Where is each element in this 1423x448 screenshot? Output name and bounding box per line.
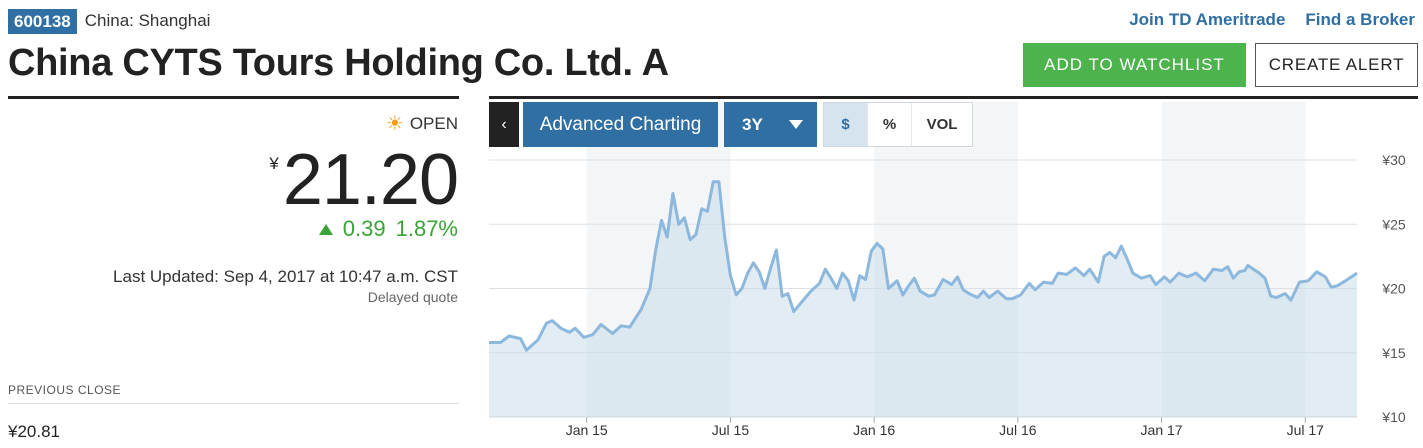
price-chart[interactable]: ¥10 ¥15 ¥20 ¥25 ¥30 Jan 15 Jul 15 Jan 16 Jul 16 J… xyxy=(489,102,1418,442)
chevron-left-icon: ‹ xyxy=(501,115,507,133)
join-td-ameritrade-link[interactable]: Join TD Ameritrade xyxy=(1129,10,1286,29)
y-tick-label: ¥25 xyxy=(1381,216,1406,232)
x-tick-label: Jul 15 xyxy=(712,422,750,438)
y-tick-label: ¥10 xyxy=(1381,409,1406,425)
market-status: ☀ OPEN xyxy=(386,114,458,134)
range-dropdown[interactable]: 3Y xyxy=(724,102,817,147)
chart-mode-toggle: $ % VOL xyxy=(823,102,973,147)
divider xyxy=(489,96,1418,99)
price-change: 0.39 1.87% xyxy=(318,216,458,242)
chevron-down-icon xyxy=(789,120,803,129)
previous-close-value: ¥20.81 xyxy=(8,422,60,441)
mode-dollar-button[interactable]: $ xyxy=(824,103,868,146)
range-value: 3Y xyxy=(742,114,763,134)
ticker-badge: 600138 xyxy=(8,8,77,34)
collapse-button[interactable]: ‹ xyxy=(489,102,519,147)
series-area xyxy=(489,181,1357,417)
change-value: 0.39 xyxy=(342,216,386,241)
x-tick-label: Jan 16 xyxy=(853,422,895,438)
divider xyxy=(8,403,459,404)
change-percent: 1.87% xyxy=(395,216,458,241)
create-alert-button[interactable]: CREATE ALERT xyxy=(1255,43,1418,87)
page-title: China CYTS Tours Holding Co. Ltd. A xyxy=(8,42,669,84)
up-arrow-icon xyxy=(318,223,333,235)
market-status-label: OPEN xyxy=(409,114,458,133)
x-tick-label: Jul 16 xyxy=(999,422,1037,438)
chart-toolbar: ‹ Advanced Charting 3Y $ % VOL xyxy=(489,102,973,147)
price-value: 21.20 xyxy=(282,140,459,220)
y-tick-label: ¥30 xyxy=(1381,152,1406,168)
top-links: Join TD Ameritrade Find a Broker xyxy=(1129,10,1415,30)
advanced-charting-button[interactable]: Advanced Charting xyxy=(523,102,718,147)
series-line xyxy=(489,180,1358,352)
mode-percent-button[interactable]: % xyxy=(868,103,912,146)
add-to-watchlist-button[interactable]: ADD TO WATCHLIST xyxy=(1023,43,1246,87)
sun-icon: ☀ xyxy=(385,113,404,135)
delayed-quote-note: Delayed quote xyxy=(367,289,458,305)
mode-volume-button[interactable]: VOL xyxy=(912,103,972,146)
currency-symbol: ¥ xyxy=(269,154,279,173)
x-tick-label: Jan 15 xyxy=(566,422,608,438)
find-a-broker-link[interactable]: Find a Broker xyxy=(1305,10,1415,29)
x-tick-label: Jul 17 xyxy=(1287,422,1325,438)
x-tick-label: Jan 17 xyxy=(1141,422,1183,438)
divider xyxy=(8,96,459,99)
exchange-label: China: Shanghai xyxy=(84,11,211,30)
y-tick-label: ¥20 xyxy=(1381,281,1406,297)
ticker-row: 600138 China: Shanghai xyxy=(8,8,210,34)
y-tick-label: ¥15 xyxy=(1381,345,1406,361)
price: ¥ 21.20 xyxy=(269,140,459,220)
last-updated: Last Updated: Sep 4, 2017 at 10:47 a.m. … xyxy=(113,267,458,286)
previous-close-label: PREVIOUS CLOSE xyxy=(8,383,122,397)
